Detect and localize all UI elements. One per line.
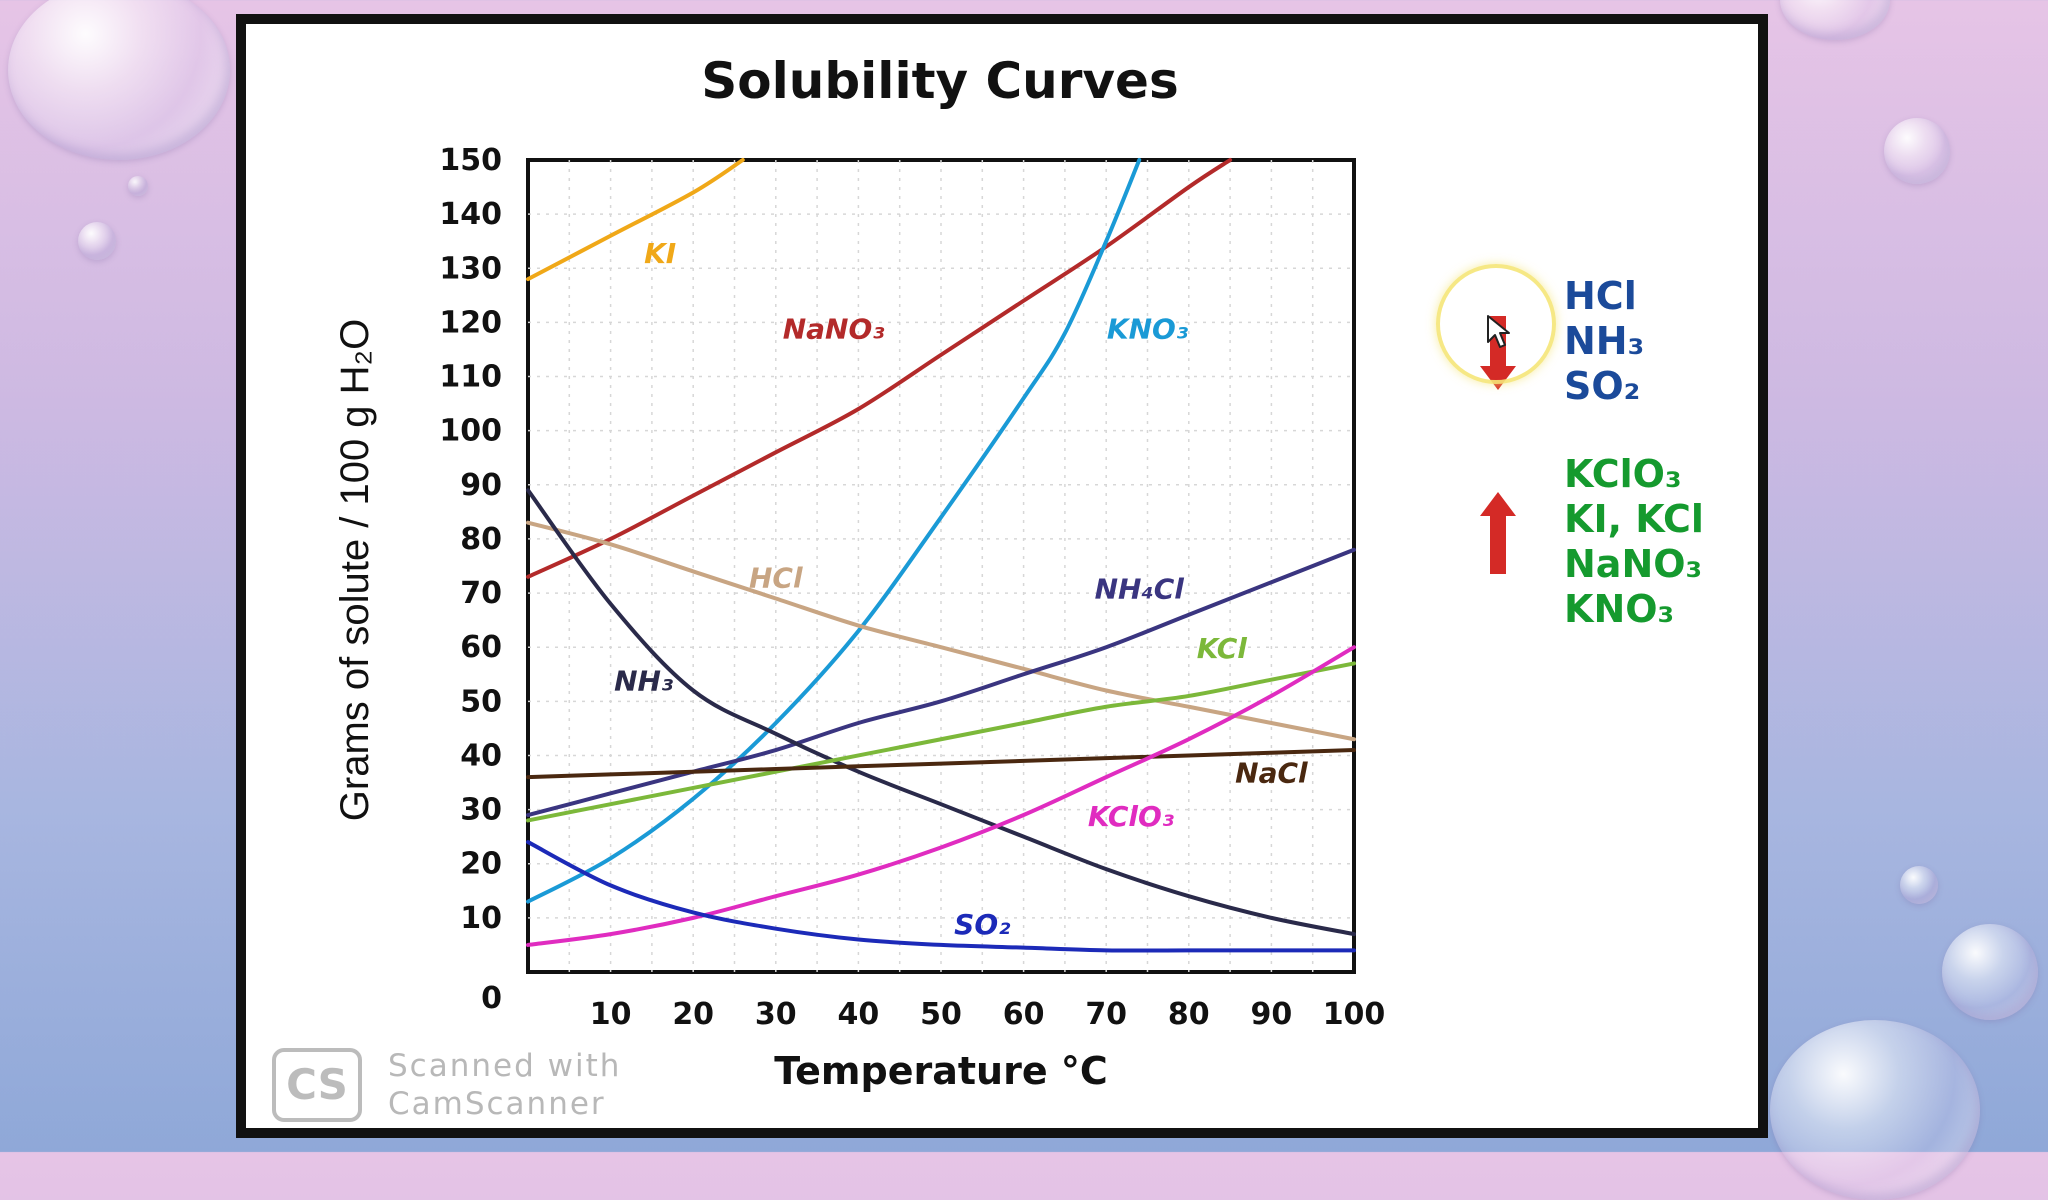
legend-item: SO₂ [1564, 364, 1641, 408]
legend-item: KNO₃ [1564, 587, 1675, 631]
y-tick-label: 30 [460, 793, 502, 828]
y-tick-label: 120 [439, 305, 502, 340]
series-line-6 [526, 661, 1356, 823]
x-tick-label: 80 [1168, 997, 1210, 1032]
watermark-text-line1: Scanned with [388, 1048, 622, 1084]
y-tick-label: 80 [460, 522, 502, 557]
curve-label-2: KNO₃ [1107, 313, 1188, 346]
x-tick-label: 20 [672, 997, 714, 1032]
legend-item: KI, KCl [1564, 497, 1704, 541]
x-tick-label: 60 [1003, 997, 1045, 1032]
bubble-decoration [1900, 866, 1938, 904]
curve-label-0: KI [644, 237, 676, 270]
bubble-decoration [1780, 0, 1890, 40]
series-line-7 [526, 748, 1356, 780]
legend-item: KClO₃ [1564, 452, 1682, 496]
x-tick-label: 100 [1323, 997, 1386, 1032]
x-tick-label: 10 [590, 997, 632, 1032]
y-tick-label: 130 [439, 251, 502, 286]
y-tick-label: 0 [481, 981, 502, 1016]
progress-bar-fragment [246, 1128, 318, 1138]
series-line-4 [526, 547, 1356, 818]
y-tick-label: 90 [460, 468, 502, 503]
y-tick-label: 60 [460, 630, 502, 665]
x-axis-ticks: 10 20 30 40 50 60 70 80 90 100 [590, 997, 1386, 1032]
annotation-layer: KI NaNO₃ KNO₃ HCl NH₄Cl NH₃ KCl NaCl KClO₃ SO₂ [614, 237, 1308, 941]
bubble-decoration [128, 176, 148, 196]
watermark-text-line2: CamScanner [388, 1086, 606, 1122]
series-line-3 [526, 520, 1356, 742]
y-tick-label: 50 [460, 684, 502, 719]
legend-item: NaNO₃ [1564, 542, 1703, 586]
bubble-decoration [1884, 118, 1950, 184]
legend-group-increase: KClO₃ KI, KCl NaNO₃ KNO₃ [1564, 452, 1704, 632]
x-tick-label: 70 [1085, 997, 1127, 1032]
curve-label-3: HCl [749, 562, 803, 595]
y-tick-label: 10 [460, 901, 502, 936]
chart-title: Solubility Curves [701, 52, 1178, 110]
y-tick-label: 140 [439, 197, 502, 232]
legend-group-decrease: HCl NH₃ SO₂ [1564, 274, 1644, 409]
series-line-5 [526, 488, 1356, 937]
curve-label-4: NH₄Cl [1095, 572, 1185, 605]
curve-label-5: NH₃ [614, 665, 673, 698]
bubble-decoration [78, 222, 116, 260]
x-tick-label: 40 [838, 997, 880, 1032]
camscanner-watermark: CS Scanned with CamScanner [272, 1038, 672, 1128]
y-tick-label: 100 [439, 414, 502, 449]
x-axis-label: Temperature °C [774, 1049, 1107, 1093]
curve-label-9: SO₂ [954, 908, 1011, 941]
camscanner-logo: CS [272, 1048, 362, 1122]
x-tick-label: 30 [755, 997, 797, 1032]
y-axis-ticks: 0 10 20 30 40 50 60 70 80 90 100 110 120 130 140 150 [439, 143, 502, 1016]
y-tick-label: 70 [460, 576, 502, 611]
y-tick-label: 110 [439, 360, 502, 395]
bubble-decoration [1770, 1020, 1980, 1200]
curve-label-8: KClO₃ [1088, 800, 1174, 833]
y-tick-label: 20 [460, 847, 502, 882]
curve-label-6: KCl [1197, 632, 1247, 665]
solubility-chart: Solubility Curves KI NaNO₃ KNO₃ HCl NH₄Cl NH₃… [333, 52, 1386, 1093]
series-line-8 [526, 645, 1356, 947]
series-layer [526, 158, 1356, 953]
arrow-up-icon [1480, 492, 1516, 574]
x-tick-label: 50 [920, 997, 962, 1032]
legend-item: HCl [1564, 274, 1637, 318]
curve-label-7: NaCl [1235, 757, 1308, 790]
y-axis-label: Grams of solute / 100 g H₂O [333, 319, 377, 821]
slide: Solubility Curves KI NaNO₃ KNO₃ HCl NH₄Cl NH₃… [236, 14, 1768, 1138]
series-line-9 [526, 840, 1356, 953]
bubble-decoration [8, 0, 230, 160]
x-tick-label: 90 [1251, 997, 1293, 1032]
series-line-2 [526, 158, 1142, 904]
y-tick-label: 40 [460, 738, 502, 773]
legend-item: NH₃ [1564, 319, 1645, 363]
curve-label-1: NaNO₃ [783, 313, 885, 346]
mouse-cursor-icon [1487, 315, 1510, 348]
cursor-highlight [1436, 264, 1556, 384]
series-line-0 [526, 158, 745, 282]
bubble-decoration [1942, 924, 2038, 1020]
series-line-1 [526, 158, 1233, 579]
y-tick-label: 150 [439, 143, 502, 178]
